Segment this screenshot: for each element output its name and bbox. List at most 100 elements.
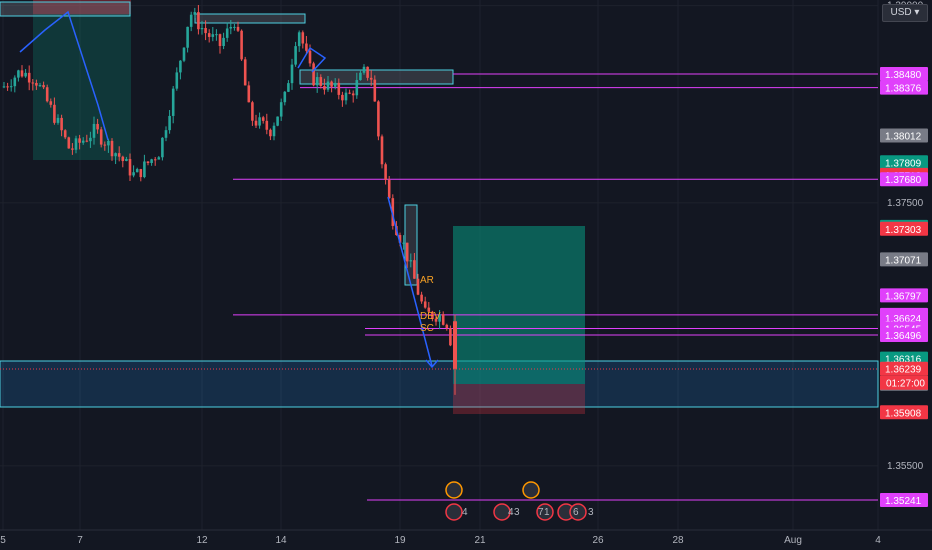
candle-bullish [438, 314, 441, 322]
candle-bearish [240, 30, 243, 60]
price-badge [880, 155, 928, 170]
trend-arrow-down [387, 196, 433, 367]
candle-bearish [247, 85, 251, 103]
candle-bullish [193, 12, 197, 15]
trend-arrow-left [19, 10, 109, 141]
candle-bullish [168, 115, 171, 131]
price-badge-text: 1.36797 [885, 291, 922, 302]
candle-bearish [236, 26, 240, 31]
candle-bullish [229, 27, 233, 29]
candle-bullish [143, 161, 146, 178]
candle-bullish [171, 88, 175, 116]
candle-bearish [416, 278, 420, 295]
candle-bearish [341, 94, 344, 101]
price-badge-text: 1.36624 [885, 314, 922, 325]
candle-bearish [197, 12, 200, 30]
time-axis-tick: 5 [0, 535, 6, 546]
candle-bullish [409, 260, 413, 262]
candle-bearish [139, 169, 143, 178]
candle-bullish [222, 37, 225, 47]
candle-bearish [42, 85, 45, 88]
candle-bullish [132, 172, 135, 176]
price-badge-text: 1.36239 [885, 365, 922, 376]
price-badge-text: 1.38012 [885, 132, 922, 143]
candle-bearish [207, 33, 211, 37]
candle-bearish [384, 164, 387, 180]
candle-bearish [449, 328, 452, 346]
price-badge [880, 80, 928, 95]
candle-bullish [283, 91, 287, 103]
countdown-text: 01:27:00 [886, 379, 925, 390]
demand-zone [0, 360, 879, 408]
candle-bearish [153, 159, 157, 161]
candle-bearish [60, 117, 63, 131]
candle-bearish [337, 82, 341, 95]
candle-bearish [53, 104, 56, 123]
supply-box-top [0, 1, 131, 17]
candle-bearish [35, 82, 38, 86]
candle-bullish [333, 82, 337, 87]
annotation-label: SC [420, 323, 434, 334]
candle-bullish [359, 72, 362, 81]
time-axis-tick: 28 [672, 535, 684, 546]
candle-bullish [189, 14, 193, 27]
candle-bullish [179, 60, 182, 73]
candle-bearish [117, 153, 121, 157]
candle-bearish [305, 43, 308, 51]
candle-bearish [434, 318, 438, 322]
candle-bearish [71, 148, 74, 150]
candle-bullish [107, 140, 110, 146]
time-axis-tick: 21 [474, 535, 486, 546]
candle-bullish [272, 125, 276, 137]
price-badge [880, 67, 928, 81]
candle-bearish [251, 102, 254, 121]
event-marker-count: 6 [573, 507, 579, 518]
range-box-red [33, 0, 131, 14]
candle-bearish [312, 63, 315, 86]
price-badge-text: 1.36316 [885, 355, 922, 366]
candle-bearish [405, 242, 409, 262]
countdown-badge [880, 375, 928, 390]
price-badge [880, 493, 928, 507]
candle-bearish [373, 79, 377, 102]
candle-bullish [211, 34, 215, 37]
candle-bearish [323, 85, 326, 90]
candle-bullish [81, 140, 85, 143]
currency-selector[interactable]: USD ▾ [882, 4, 928, 22]
event-marker-icon [445, 503, 463, 521]
candle-bearish [218, 34, 222, 47]
candle-bearish [31, 82, 35, 84]
candle-bearish [380, 136, 384, 165]
candle-bearish [265, 120, 269, 130]
candle-bullish [9, 86, 13, 88]
time-axis-tick: 26 [592, 535, 604, 546]
trend-arrow-mid [297, 46, 327, 73]
candle-bearish [301, 32, 305, 44]
time-axis-background [0, 530, 932, 550]
event-marker-icon [493, 503, 511, 521]
candle-bullish [362, 66, 366, 73]
candle-bearish [369, 77, 373, 80]
price-badge-text: 1.38480 [885, 70, 922, 81]
candle-bearish [96, 123, 99, 130]
event-marker-circle [445, 481, 463, 499]
candle-bearish [351, 93, 355, 96]
candle-bullish [13, 77, 17, 87]
zones [0, 0, 879, 414]
candle-bearish [99, 129, 103, 145]
currency-label: USD [890, 7, 912, 18]
event-marker-circle [569, 503, 587, 521]
candle-bullish [225, 28, 229, 38]
candle-bearish [261, 117, 265, 121]
event-marker-count: 1 [544, 507, 550, 518]
price-badge-text: 1.37809 [885, 158, 922, 169]
candle-bullish [294, 46, 297, 65]
candle-bearish [6, 86, 9, 88]
candle-bearish [243, 59, 247, 86]
candle-bearish [377, 101, 380, 137]
candle-bullish [186, 26, 189, 48]
candle-bullish [114, 153, 117, 157]
